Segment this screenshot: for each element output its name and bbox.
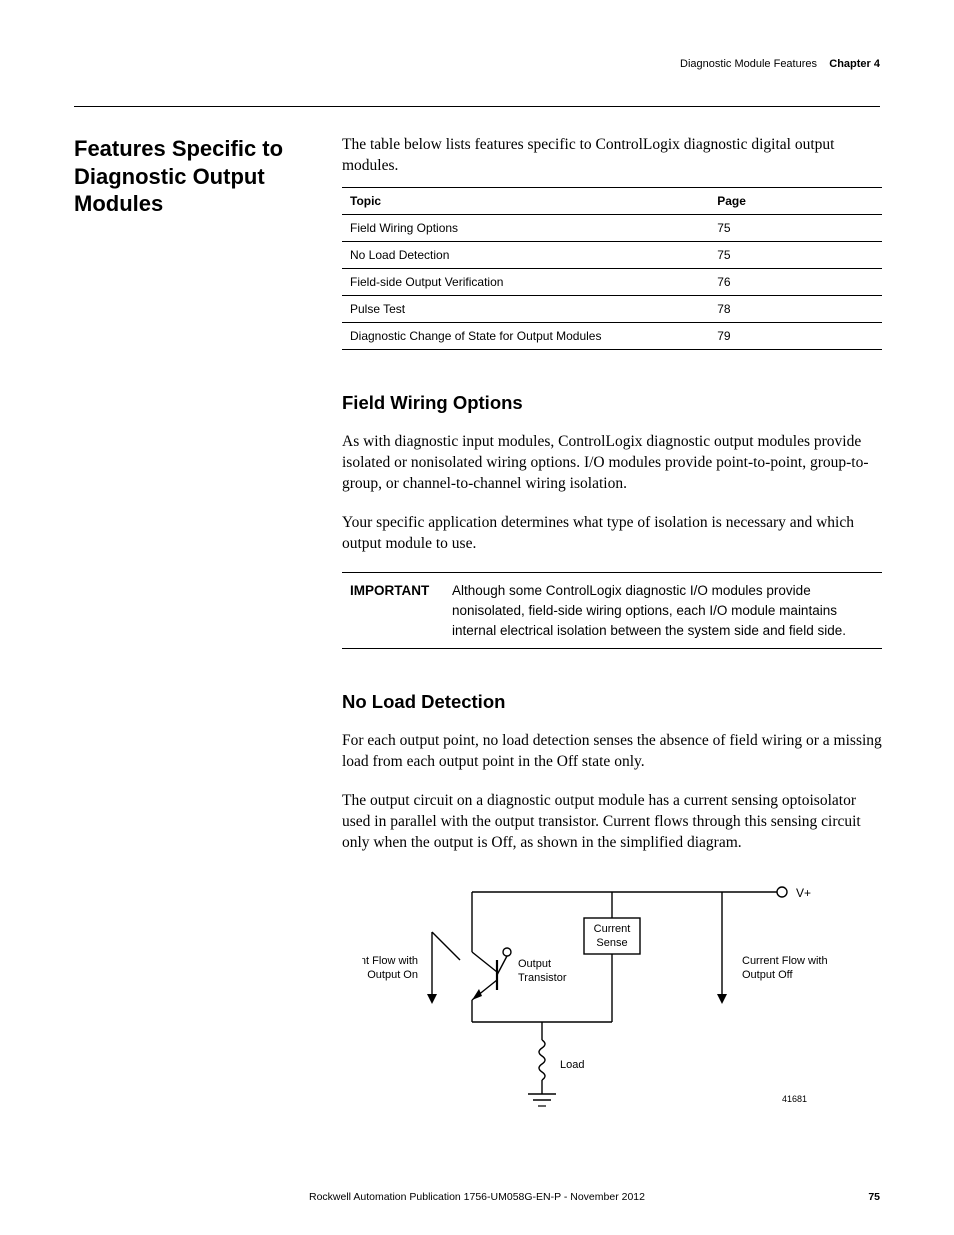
label-ot-2: Transistor xyxy=(518,972,567,984)
label-ot-1: Output xyxy=(518,958,551,970)
table-row: No Load Detection 75 xyxy=(342,241,882,268)
diagram-ref: 41681 xyxy=(782,1094,807,1104)
label-off-2: Output Off xyxy=(742,969,793,981)
topic-table: Topic Page Field Wiring Options 75 No Lo… xyxy=(342,187,882,350)
cell-topic: Field-side Output Verification xyxy=(342,268,709,295)
running-head-title: Diagnostic Module Features xyxy=(680,58,817,70)
subheading-no-load: No Load Detection xyxy=(342,691,882,713)
cell-topic: Field Wiring Options xyxy=(342,214,709,241)
running-head-chapter: Chapter 4 xyxy=(829,58,880,70)
circuit-diagram: V+ Current Sense xyxy=(362,872,882,1137)
cell-page: 78 xyxy=(709,295,882,322)
cell-page: 75 xyxy=(709,214,882,241)
cell-page: 76 xyxy=(709,268,882,295)
cell-topic: No Load Detection xyxy=(342,241,709,268)
table-row: Field-side Output Verification 76 xyxy=(342,268,882,295)
header-rule xyxy=(74,106,880,107)
para-nl-2: The output circuit on a diagnostic outpu… xyxy=(342,791,882,854)
page-footer: Rockwell Automation Publication 1756-UM0… xyxy=(74,1191,880,1203)
important-label: IMPORTANT xyxy=(342,581,434,640)
cell-topic: Pulse Test xyxy=(342,295,709,322)
footer-spacer xyxy=(74,1191,114,1203)
cell-page: 75 xyxy=(709,241,882,268)
left-column: Features Specific to Diagnostic Output M… xyxy=(74,135,314,218)
label-off-1: Current Flow with xyxy=(742,955,828,967)
cell-topic: Diagnostic Change of State for Output Mo… xyxy=(342,322,709,349)
para-nl-1: For each output point, no load detection… xyxy=(342,731,882,773)
cell-page: 79 xyxy=(709,322,882,349)
footer-publication: Rockwell Automation Publication 1756-UM0… xyxy=(114,1191,840,1203)
section-title: Features Specific to Diagnostic Output M… xyxy=(74,135,314,218)
label-on-1: Current Flow with xyxy=(362,955,418,967)
label-cs-2: Sense xyxy=(596,937,627,949)
label-cs-1: Current xyxy=(594,923,631,935)
diagram-svg: V+ Current Sense xyxy=(362,872,882,1132)
label-load: Load xyxy=(560,1059,584,1071)
important-text: Although some ControlLogix diagnostic I/… xyxy=(452,581,882,640)
intro-paragraph: The table below lists features specific … xyxy=(342,135,882,177)
th-page: Page xyxy=(709,187,882,214)
th-topic: Topic xyxy=(342,187,709,214)
important-box: IMPORTANT Although some ControlLogix dia… xyxy=(342,572,882,649)
right-column: The table below lists features specific … xyxy=(342,135,882,1137)
table-row: Pulse Test 78 xyxy=(342,295,882,322)
subheading-field-wiring: Field Wiring Options xyxy=(342,392,882,414)
label-vplus: V+ xyxy=(796,886,811,900)
label-on-2: Output On xyxy=(367,969,418,981)
table-row: Diagnostic Change of State for Output Mo… xyxy=(342,322,882,349)
running-head: Diagnostic Module Features Chapter 4 xyxy=(74,58,880,70)
content-columns: Features Specific to Diagnostic Output M… xyxy=(74,135,880,1137)
footer-page-number: 75 xyxy=(840,1191,880,1203)
para-fw-2: Your specific application determines wha… xyxy=(342,513,882,555)
page: Diagnostic Module Features Chapter 4 Fea… xyxy=(0,0,954,1167)
table-row: Field Wiring Options 75 xyxy=(342,214,882,241)
para-fw-1: As with diagnostic input modules, Contro… xyxy=(342,432,882,495)
table-header-row: Topic Page xyxy=(342,187,882,214)
